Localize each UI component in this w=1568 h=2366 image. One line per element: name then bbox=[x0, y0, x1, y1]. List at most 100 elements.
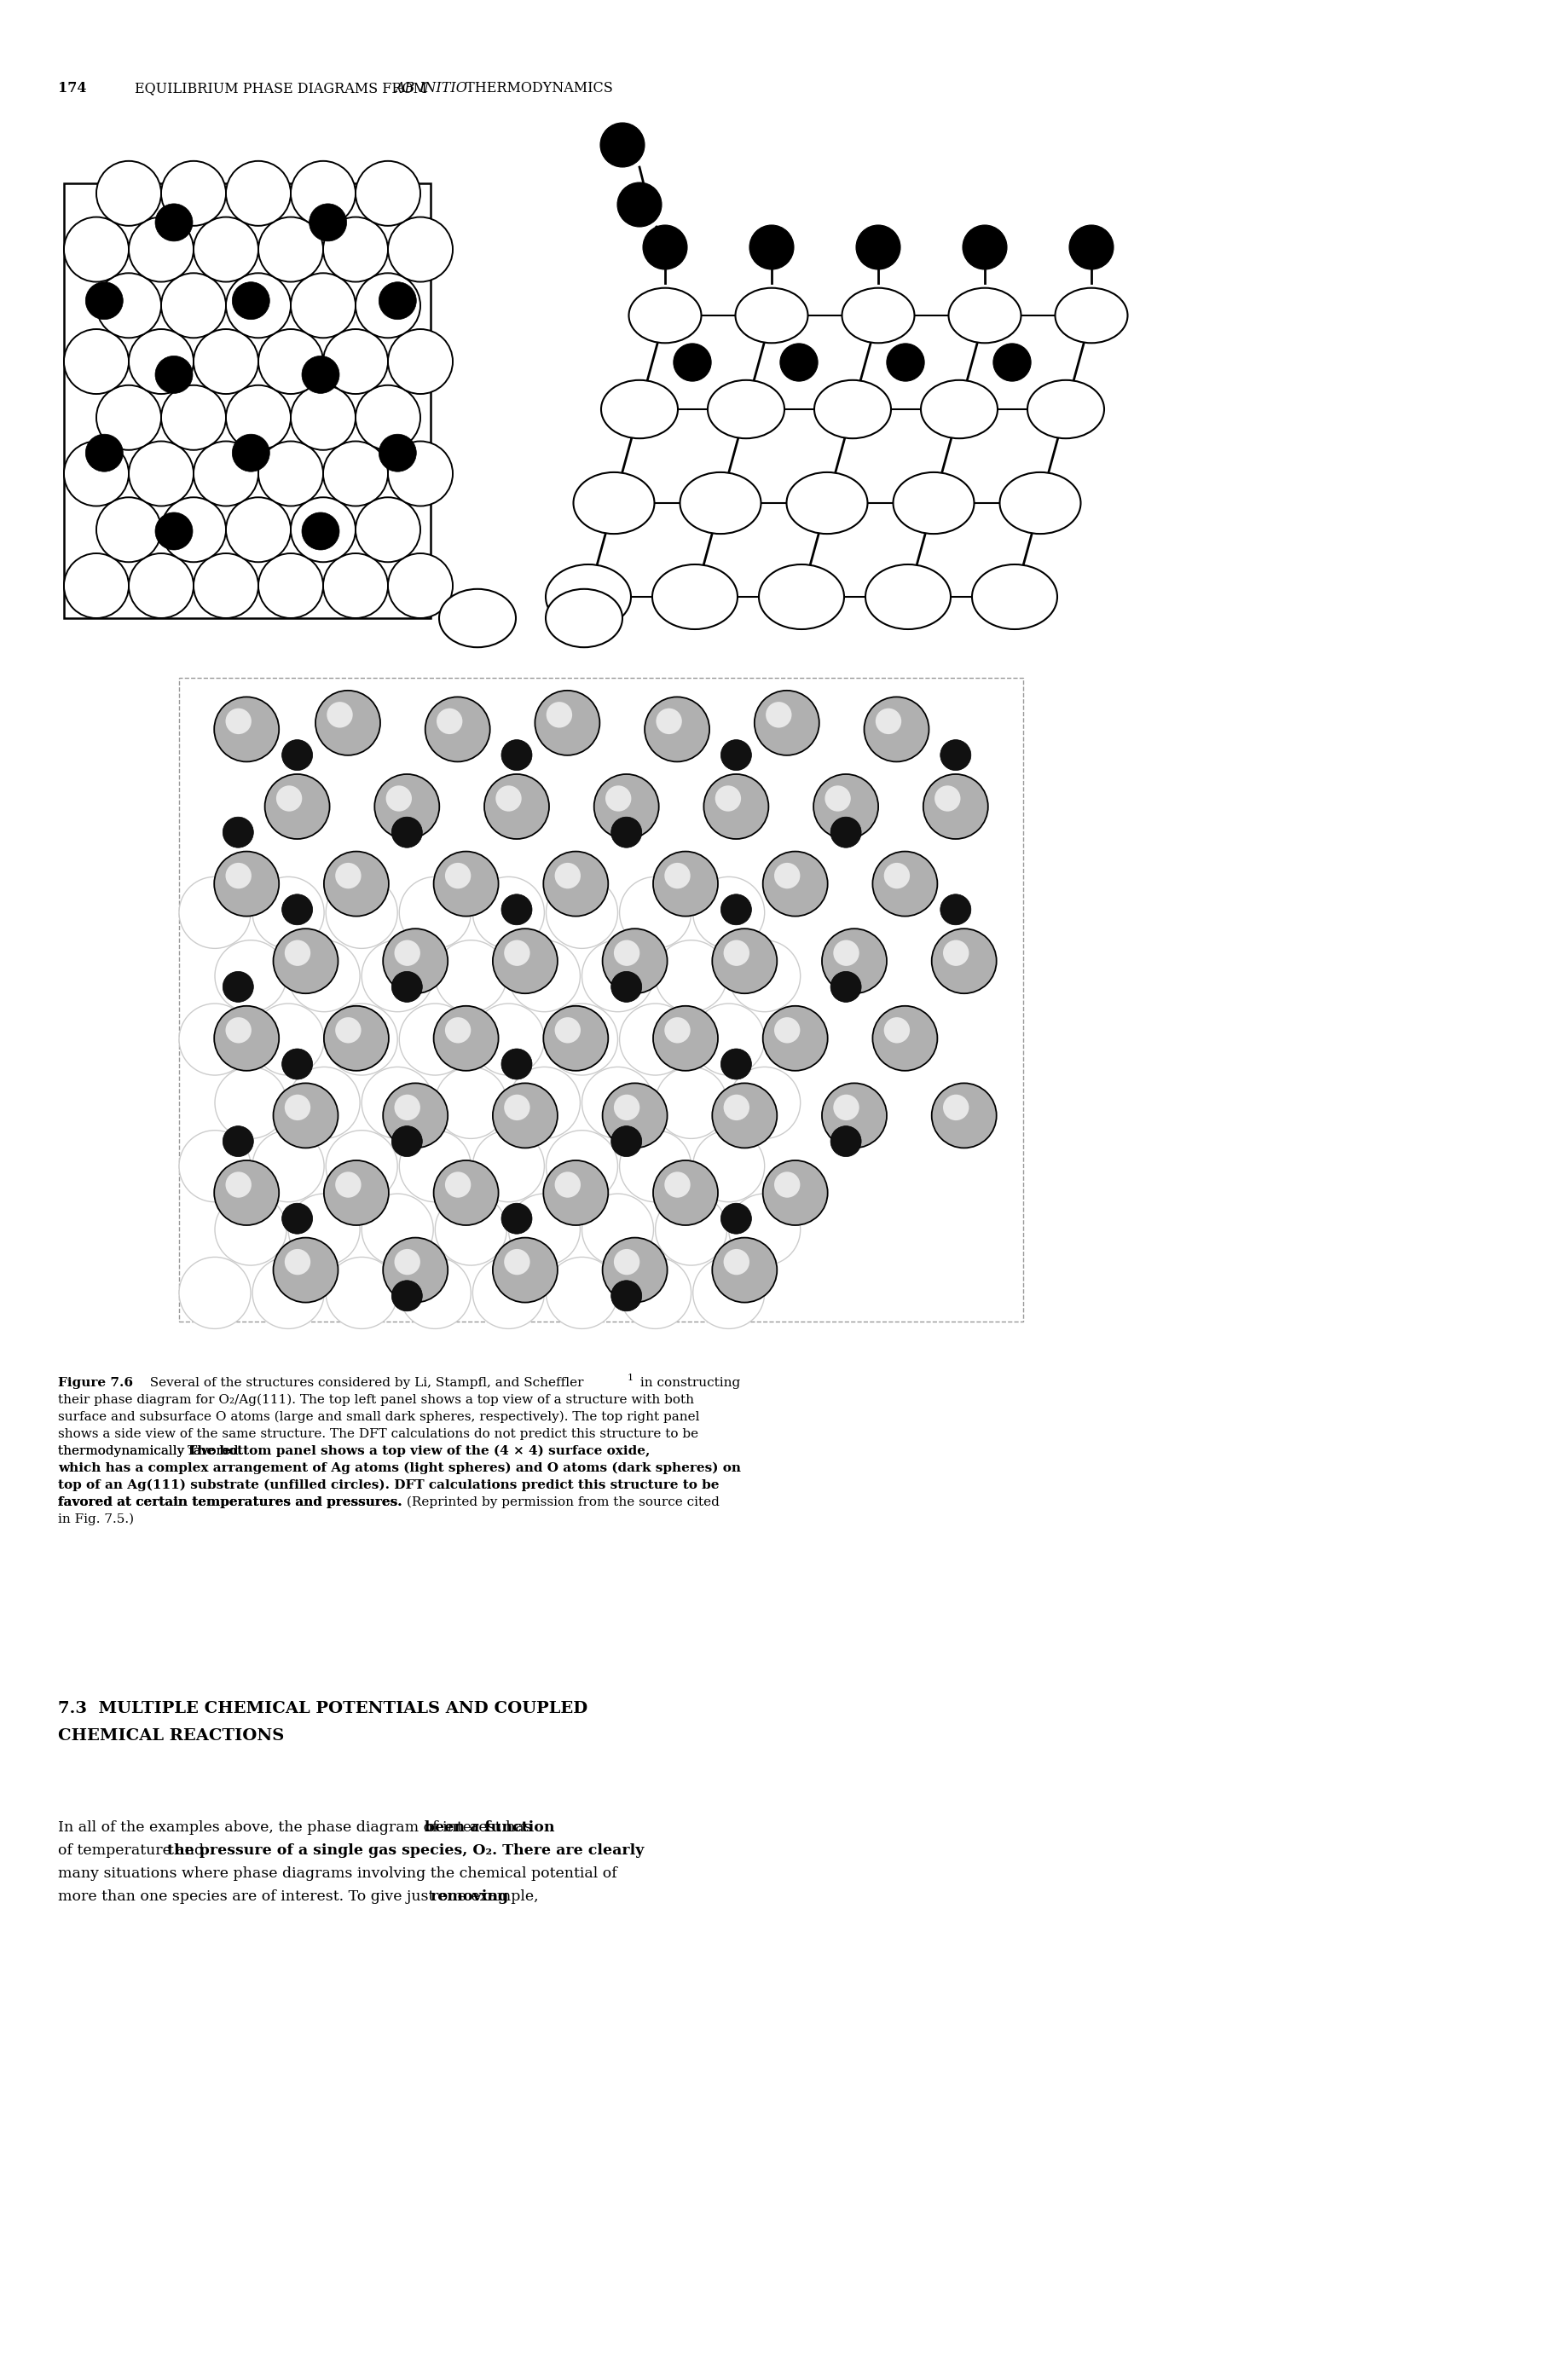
Circle shape bbox=[665, 864, 690, 890]
Circle shape bbox=[179, 1256, 251, 1330]
Circle shape bbox=[129, 329, 193, 395]
Circle shape bbox=[383, 1237, 448, 1301]
Circle shape bbox=[434, 939, 506, 1013]
Circle shape bbox=[693, 1131, 765, 1202]
Circle shape bbox=[129, 554, 193, 618]
Circle shape bbox=[729, 1195, 800, 1266]
Circle shape bbox=[924, 774, 988, 840]
Bar bbox=[64, 182, 431, 618]
Text: (Reprinted by permission from the source cited: (Reprinted by permission from the source… bbox=[403, 1495, 720, 1510]
Circle shape bbox=[215, 1006, 279, 1072]
Circle shape bbox=[436, 707, 463, 733]
Circle shape bbox=[582, 1195, 654, 1266]
Circle shape bbox=[226, 386, 290, 450]
Ellipse shape bbox=[894, 473, 974, 535]
Circle shape bbox=[362, 1067, 433, 1138]
Circle shape bbox=[226, 1171, 251, 1197]
Circle shape bbox=[665, 1017, 690, 1043]
Text: thermodynamically favored.: thermodynamically favored. bbox=[58, 1446, 246, 1457]
Circle shape bbox=[179, 878, 251, 949]
Circle shape bbox=[96, 161, 162, 225]
Circle shape bbox=[434, 1006, 499, 1072]
Circle shape bbox=[754, 691, 818, 755]
Circle shape bbox=[179, 1003, 251, 1074]
Circle shape bbox=[223, 1126, 254, 1157]
Circle shape bbox=[605, 786, 632, 812]
Circle shape bbox=[289, 1067, 361, 1138]
Circle shape bbox=[546, 703, 572, 729]
Circle shape bbox=[665, 1171, 690, 1197]
Circle shape bbox=[884, 1017, 909, 1043]
Text: favored at certain temperatures and pressures.: favored at certain temperatures and pres… bbox=[58, 1495, 401, 1507]
Circle shape bbox=[356, 497, 420, 563]
Circle shape bbox=[654, 852, 718, 916]
Circle shape bbox=[434, 852, 499, 916]
Circle shape bbox=[273, 1237, 339, 1301]
Circle shape bbox=[162, 161, 226, 225]
Circle shape bbox=[64, 440, 129, 506]
Text: many situations where phase diagrams involving the chemical potential of: many situations where phase diagrams inv… bbox=[58, 1867, 618, 1881]
Circle shape bbox=[282, 1048, 312, 1079]
Circle shape bbox=[392, 972, 422, 1003]
Circle shape bbox=[546, 1003, 618, 1074]
Ellipse shape bbox=[949, 289, 1021, 343]
Circle shape bbox=[86, 282, 122, 319]
Circle shape bbox=[265, 774, 329, 840]
Circle shape bbox=[273, 1084, 339, 1148]
Text: the pressure of a single gas species, O₂. There are clearly: the pressure of a single gas species, O₂… bbox=[166, 1843, 644, 1857]
Circle shape bbox=[831, 816, 861, 847]
Circle shape bbox=[712, 930, 778, 994]
Circle shape bbox=[613, 1095, 640, 1121]
Circle shape bbox=[872, 1006, 938, 1072]
Circle shape bbox=[155, 513, 193, 549]
Circle shape bbox=[492, 1084, 558, 1148]
Circle shape bbox=[193, 440, 259, 506]
Text: Figure 7.6: Figure 7.6 bbox=[58, 1377, 133, 1389]
Circle shape bbox=[252, 1256, 325, 1330]
Circle shape bbox=[259, 329, 323, 395]
Circle shape bbox=[162, 386, 226, 450]
Text: The bottom panel shows a top view of the (4 × 4) surface oxide,: The bottom panel shows a top view of the… bbox=[188, 1446, 651, 1457]
Circle shape bbox=[226, 707, 251, 733]
Circle shape bbox=[445, 1171, 470, 1197]
Circle shape bbox=[765, 703, 792, 729]
Circle shape bbox=[655, 707, 682, 733]
Ellipse shape bbox=[866, 565, 950, 629]
Text: EQUILIBRIUM PHASE DIAGRAMS FROM: EQUILIBRIUM PHASE DIAGRAMS FROM bbox=[135, 80, 431, 95]
Circle shape bbox=[226, 1017, 251, 1043]
Circle shape bbox=[290, 497, 356, 563]
Circle shape bbox=[392, 1280, 422, 1311]
Circle shape bbox=[764, 1159, 828, 1226]
Circle shape bbox=[356, 272, 420, 338]
Text: AB: AB bbox=[395, 80, 414, 95]
Circle shape bbox=[387, 218, 453, 282]
Circle shape bbox=[555, 1017, 580, 1043]
Circle shape bbox=[729, 939, 800, 1013]
Circle shape bbox=[721, 1048, 751, 1079]
Circle shape bbox=[394, 1095, 420, 1121]
Circle shape bbox=[375, 774, 439, 840]
Circle shape bbox=[750, 225, 793, 270]
Circle shape bbox=[325, 852, 389, 916]
Circle shape bbox=[712, 1237, 778, 1301]
Circle shape bbox=[502, 741, 532, 771]
Circle shape bbox=[400, 1256, 470, 1330]
Circle shape bbox=[362, 1195, 433, 1266]
Circle shape bbox=[326, 878, 398, 949]
Circle shape bbox=[555, 1171, 580, 1197]
Circle shape bbox=[825, 786, 851, 812]
Circle shape bbox=[612, 1126, 641, 1157]
Text: more than one species are of interest. To give just one example,: more than one species are of interest. T… bbox=[58, 1890, 543, 1905]
Circle shape bbox=[434, 1067, 506, 1138]
Circle shape bbox=[64, 554, 129, 618]
Circle shape bbox=[472, 878, 544, 949]
Text: 1: 1 bbox=[627, 1375, 633, 1382]
Circle shape bbox=[162, 497, 226, 563]
Ellipse shape bbox=[1000, 473, 1080, 535]
Circle shape bbox=[602, 1237, 668, 1301]
Circle shape bbox=[392, 816, 422, 847]
Circle shape bbox=[392, 1126, 422, 1157]
Text: removing: removing bbox=[430, 1890, 510, 1905]
Circle shape bbox=[492, 930, 558, 994]
Circle shape bbox=[215, 698, 279, 762]
